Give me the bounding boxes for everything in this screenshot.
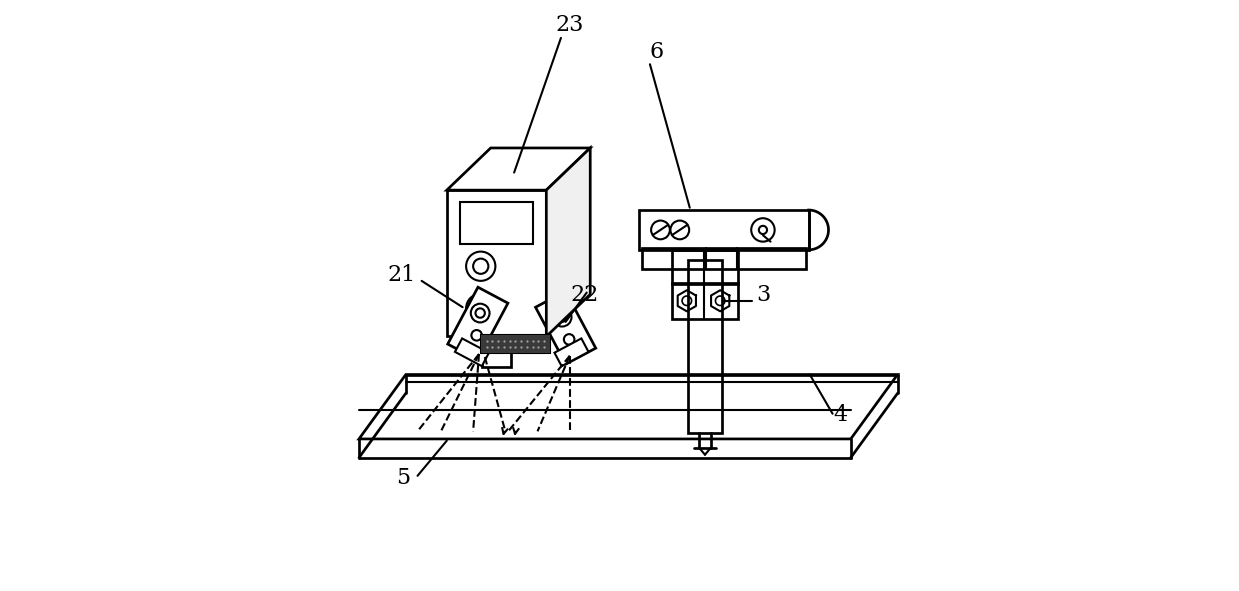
- Polygon shape: [447, 287, 508, 360]
- Polygon shape: [455, 339, 489, 366]
- Circle shape: [558, 313, 566, 322]
- Bar: [482, 335, 512, 367]
- Bar: [481, 335, 550, 353]
- Text: 21: 21: [387, 264, 415, 286]
- Bar: [673, 282, 737, 319]
- Polygon shape: [555, 339, 589, 366]
- Polygon shape: [447, 148, 590, 190]
- Bar: [481, 335, 550, 353]
- Text: 3: 3: [756, 284, 771, 306]
- Circle shape: [473, 301, 488, 316]
- Circle shape: [473, 259, 488, 274]
- Text: 22: 22: [570, 284, 598, 306]
- Polygon shape: [535, 291, 596, 364]
- Text: 23: 23: [555, 14, 584, 36]
- Circle shape: [758, 226, 767, 234]
- Bar: [460, 202, 534, 244]
- Bar: [688, 261, 722, 433]
- Polygon shape: [546, 148, 590, 336]
- Bar: [642, 248, 805, 269]
- Polygon shape: [359, 375, 897, 439]
- Circle shape: [476, 309, 484, 318]
- Bar: [639, 210, 809, 250]
- Text: 4: 4: [834, 404, 847, 426]
- Text: 5: 5: [395, 467, 410, 489]
- Text: 6: 6: [650, 41, 664, 63]
- Bar: [447, 190, 546, 336]
- Bar: [673, 250, 737, 284]
